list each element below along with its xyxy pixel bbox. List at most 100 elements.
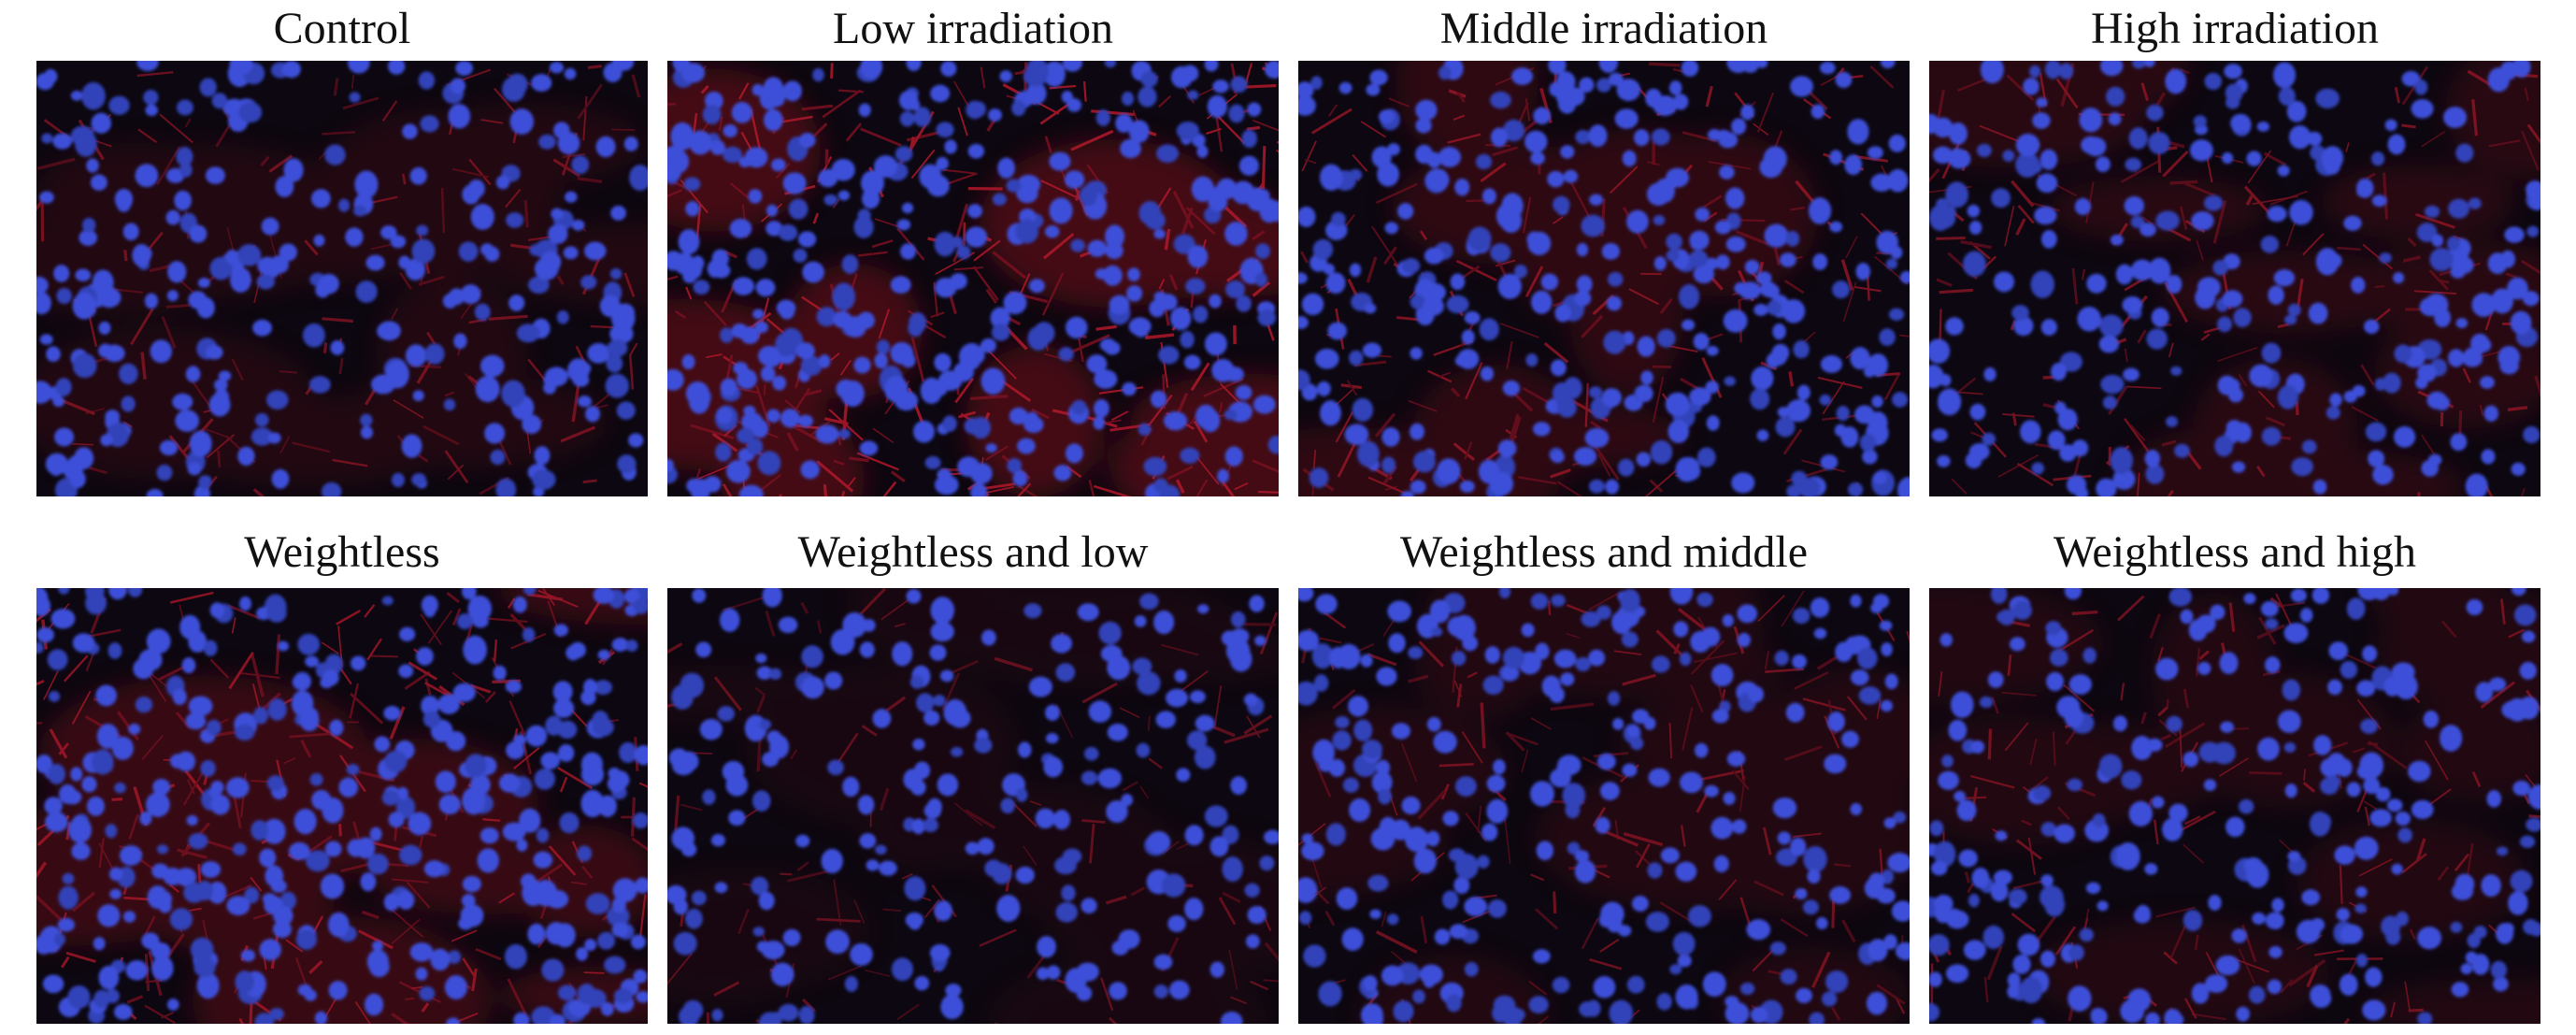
fiber [2471, 99, 2479, 137]
fiber [2120, 683, 2125, 701]
fiber [314, 722, 354, 750]
fiber [2363, 800, 2378, 811]
nucleus [1513, 264, 1527, 279]
fiber [1327, 104, 1338, 117]
nucleus [1230, 76, 1248, 93]
nucleus [1958, 849, 1978, 868]
nucleus [1710, 816, 1734, 840]
nucleus [2326, 753, 2347, 776]
nucleus [577, 395, 592, 408]
nucleus [2098, 335, 2119, 353]
fiber [322, 641, 339, 654]
nucleus [1796, 384, 1810, 401]
fiber [308, 960, 323, 974]
nucleus [1969, 403, 1986, 421]
nucleus [957, 456, 980, 478]
nucleus [1732, 819, 1747, 834]
nucleus [1429, 599, 1451, 624]
nucleus [1707, 128, 1722, 141]
nucleus [2145, 464, 2165, 484]
nucleus [1431, 626, 1443, 637]
nucleus [196, 296, 215, 319]
nucleus [966, 204, 983, 219]
fiber [845, 122, 863, 142]
nucleus [1994, 271, 2015, 293]
nucleus [1044, 224, 1060, 238]
nucleus [958, 343, 982, 371]
nucleus [2267, 912, 2284, 930]
nucleus [1850, 669, 1869, 686]
nucleus [135, 697, 153, 713]
fiber [2120, 159, 2161, 183]
nucleus [505, 680, 522, 694]
nucleus [1579, 77, 1595, 93]
nucleus [2112, 467, 2136, 490]
fiber [1983, 976, 1989, 1003]
nucleus [1161, 873, 1186, 898]
nucleus [1553, 195, 1570, 213]
nucleus [1669, 588, 1694, 605]
nucleus [2419, 297, 2441, 317]
nucleus [1212, 79, 1229, 93]
nucleus [1442, 811, 1459, 827]
nucleus [738, 484, 764, 496]
nucleus [755, 279, 776, 297]
fiber [157, 665, 186, 682]
fiber [332, 458, 368, 467]
nucleus [364, 993, 384, 1016]
nucleus [1550, 451, 1565, 464]
nucleus [462, 875, 481, 893]
fiber [1420, 915, 1428, 944]
nucleus [1895, 942, 1910, 960]
panel-title: Low irradiation [833, 4, 1113, 53]
nucleus [398, 664, 414, 678]
fiber [2413, 290, 2457, 295]
nucleus [1425, 830, 1440, 847]
nucleus [1829, 150, 1843, 165]
fiber [832, 198, 840, 209]
nucleus [398, 844, 422, 866]
nucleus [1170, 307, 1192, 331]
fiber [1375, 182, 1418, 204]
fiber [440, 187, 446, 234]
nucleus [2204, 974, 2228, 994]
nucleus [1710, 664, 1734, 687]
nucleus [756, 666, 773, 680]
haze [1534, 766, 1849, 911]
nucleus [2079, 108, 2103, 133]
fiber [638, 782, 648, 788]
fiber [1700, 769, 1744, 782]
nucleus [2254, 365, 2268, 378]
fiber [631, 837, 648, 852]
fiber [1388, 97, 1410, 108]
nucleus [1694, 742, 1709, 758]
nucleus [723, 123, 737, 137]
nucleus [747, 438, 764, 455]
nucleus [1772, 323, 1786, 340]
nucleus [629, 165, 648, 192]
fiber [2205, 951, 2220, 978]
nucleus [2231, 461, 2246, 473]
nucleus [1502, 119, 1525, 142]
fiber [1243, 714, 1273, 735]
nucleus [2096, 478, 2117, 496]
nucleus [576, 947, 589, 961]
nucleus [840, 380, 865, 408]
nucleus [1066, 98, 1082, 112]
fiber [981, 482, 1016, 491]
nucleus [1490, 91, 1511, 109]
nucleus [189, 430, 212, 457]
nucleus [538, 134, 556, 150]
nucleus [859, 440, 879, 456]
nucleus [930, 597, 955, 625]
fiber [2339, 865, 2343, 904]
nucleus [2068, 985, 2092, 1012]
nucleus [2105, 86, 2125, 107]
nucleus [98, 321, 111, 335]
fiber [816, 917, 861, 923]
nucleus [2098, 314, 2124, 338]
nucleus [2268, 945, 2283, 958]
fiber [2360, 364, 2375, 386]
nucleus [1362, 342, 1382, 358]
nucleus [844, 976, 859, 992]
